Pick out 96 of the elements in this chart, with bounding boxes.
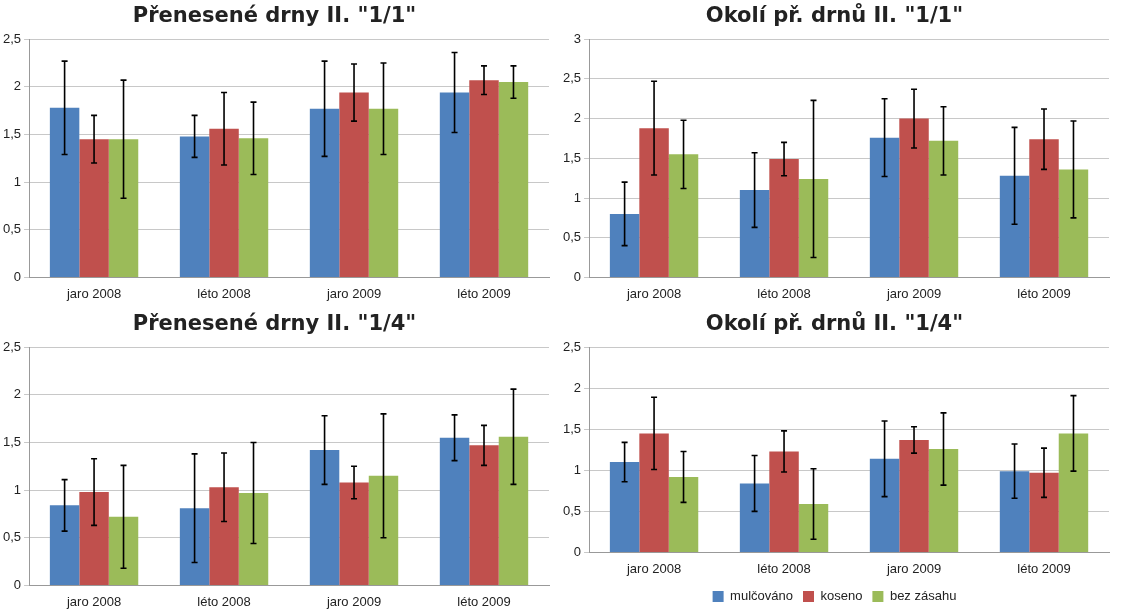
legend-label: bez zásahu: [889, 588, 957, 604]
x-tick-label: léto 2009: [1017, 560, 1071, 576]
bar: [928, 140, 959, 277]
bar: [439, 437, 470, 585]
bar: [798, 178, 829, 277]
y-tick-label: 0,5: [2, 529, 22, 545]
bar: [309, 450, 340, 585]
bar: [49, 505, 80, 585]
bar: [439, 92, 470, 277]
y-tick-label: 1,5: [2, 126, 22, 142]
y-tick-label: 2: [13, 386, 22, 402]
bar: [1029, 139, 1059, 277]
y-tick-label: 0: [13, 576, 22, 592]
y-tick-label: 0,5: [2, 221, 22, 237]
bar: [498, 82, 529, 277]
bar: [1058, 169, 1089, 277]
bar: [739, 190, 770, 277]
bar: [238, 138, 269, 277]
chart-title: Přenesené drny II. "1/1": [132, 3, 417, 28]
bar: [469, 445, 499, 585]
x-tick-label: jaro 2008: [625, 285, 682, 301]
x-tick-label: léto 2008: [197, 285, 251, 301]
bar: [999, 471, 1030, 552]
x-tick-label: léto 2009: [1017, 285, 1071, 301]
bar: [769, 159, 799, 277]
bar: [108, 516, 139, 585]
bar: [79, 139, 109, 277]
bar: [609, 213, 640, 277]
y-tick-label: 2: [13, 78, 22, 94]
bar: [668, 154, 699, 277]
y-tick-label: 0: [13, 268, 22, 284]
bar: [49, 107, 80, 277]
x-tick-label: léto 2008: [757, 560, 811, 576]
legend-label: mulčováno: [730, 588, 793, 604]
bar: [339, 92, 369, 277]
bar: [209, 487, 239, 585]
bar: [108, 139, 139, 277]
bar: [609, 462, 640, 552]
x-tick-label: jaro 2008: [65, 285, 122, 301]
bar: [899, 439, 929, 552]
x-tick-label: jaro 2008: [65, 593, 122, 609]
bar: [179, 136, 210, 277]
x-tick-label: jaro 2009: [325, 285, 382, 301]
x-tick-label: jaro 2008: [625, 560, 682, 576]
y-tick-label: 2,5: [562, 70, 582, 86]
y-tick-label: 2: [573, 379, 582, 395]
bar: [899, 118, 929, 277]
bar: [368, 475, 399, 585]
bar: [1058, 433, 1089, 552]
x-tick-label: léto 2009: [457, 593, 511, 609]
bar: [179, 508, 210, 585]
bar: [999, 175, 1030, 277]
y-tick-label: 0: [573, 268, 582, 284]
bar: [238, 492, 269, 585]
chart-title: Přenesené drny II. "1/4": [132, 311, 417, 336]
bar: [769, 451, 799, 552]
bar: [209, 128, 239, 277]
bar: [928, 448, 959, 552]
bar: [869, 458, 900, 552]
bar: [798, 503, 829, 552]
y-tick-label: 1: [13, 481, 22, 497]
x-tick-label: jaro 2009: [325, 593, 382, 609]
y-tick-label: 2,5: [562, 338, 582, 354]
y-tick-label: 1: [13, 173, 22, 189]
y-tick-label: 1: [573, 461, 582, 477]
x-tick-label: jaro 2009: [885, 560, 942, 576]
y-tick-label: 1: [573, 189, 582, 205]
bar: [639, 433, 669, 552]
bar: [309, 108, 340, 277]
y-tick-label: 0,5: [562, 502, 582, 518]
bar: [639, 128, 669, 277]
chart-title: Okolí př. drnů II. "1/1": [705, 3, 964, 28]
bar: [498, 436, 529, 585]
y-tick-label: 0: [573, 543, 582, 559]
bar: [339, 482, 369, 585]
legend-label: koseno: [820, 588, 863, 604]
y-tick-label: 1,5: [562, 420, 582, 436]
y-tick-label: 0,5: [562, 229, 582, 245]
bar: [79, 492, 109, 585]
y-tick-label: 2,5: [2, 338, 22, 354]
bar: [668, 476, 699, 552]
bar: [739, 483, 770, 552]
bar: [469, 80, 499, 277]
x-tick-label: léto 2008: [197, 593, 251, 609]
chart-title: Okolí př. drnů II. "1/4": [705, 311, 964, 336]
y-tick-label: 1,5: [2, 434, 22, 450]
y-tick-label: 3: [573, 30, 582, 46]
x-tick-label: léto 2009: [457, 285, 511, 301]
y-tick-label: 2: [573, 110, 582, 126]
x-tick-label: léto 2008: [757, 285, 811, 301]
y-tick-label: 1,5: [562, 149, 582, 165]
y-tick-label: 2,5: [2, 30, 22, 46]
bar: [368, 108, 399, 277]
x-tick-label: jaro 2009: [885, 285, 942, 301]
bar: [869, 137, 900, 277]
bar: [1029, 472, 1059, 552]
